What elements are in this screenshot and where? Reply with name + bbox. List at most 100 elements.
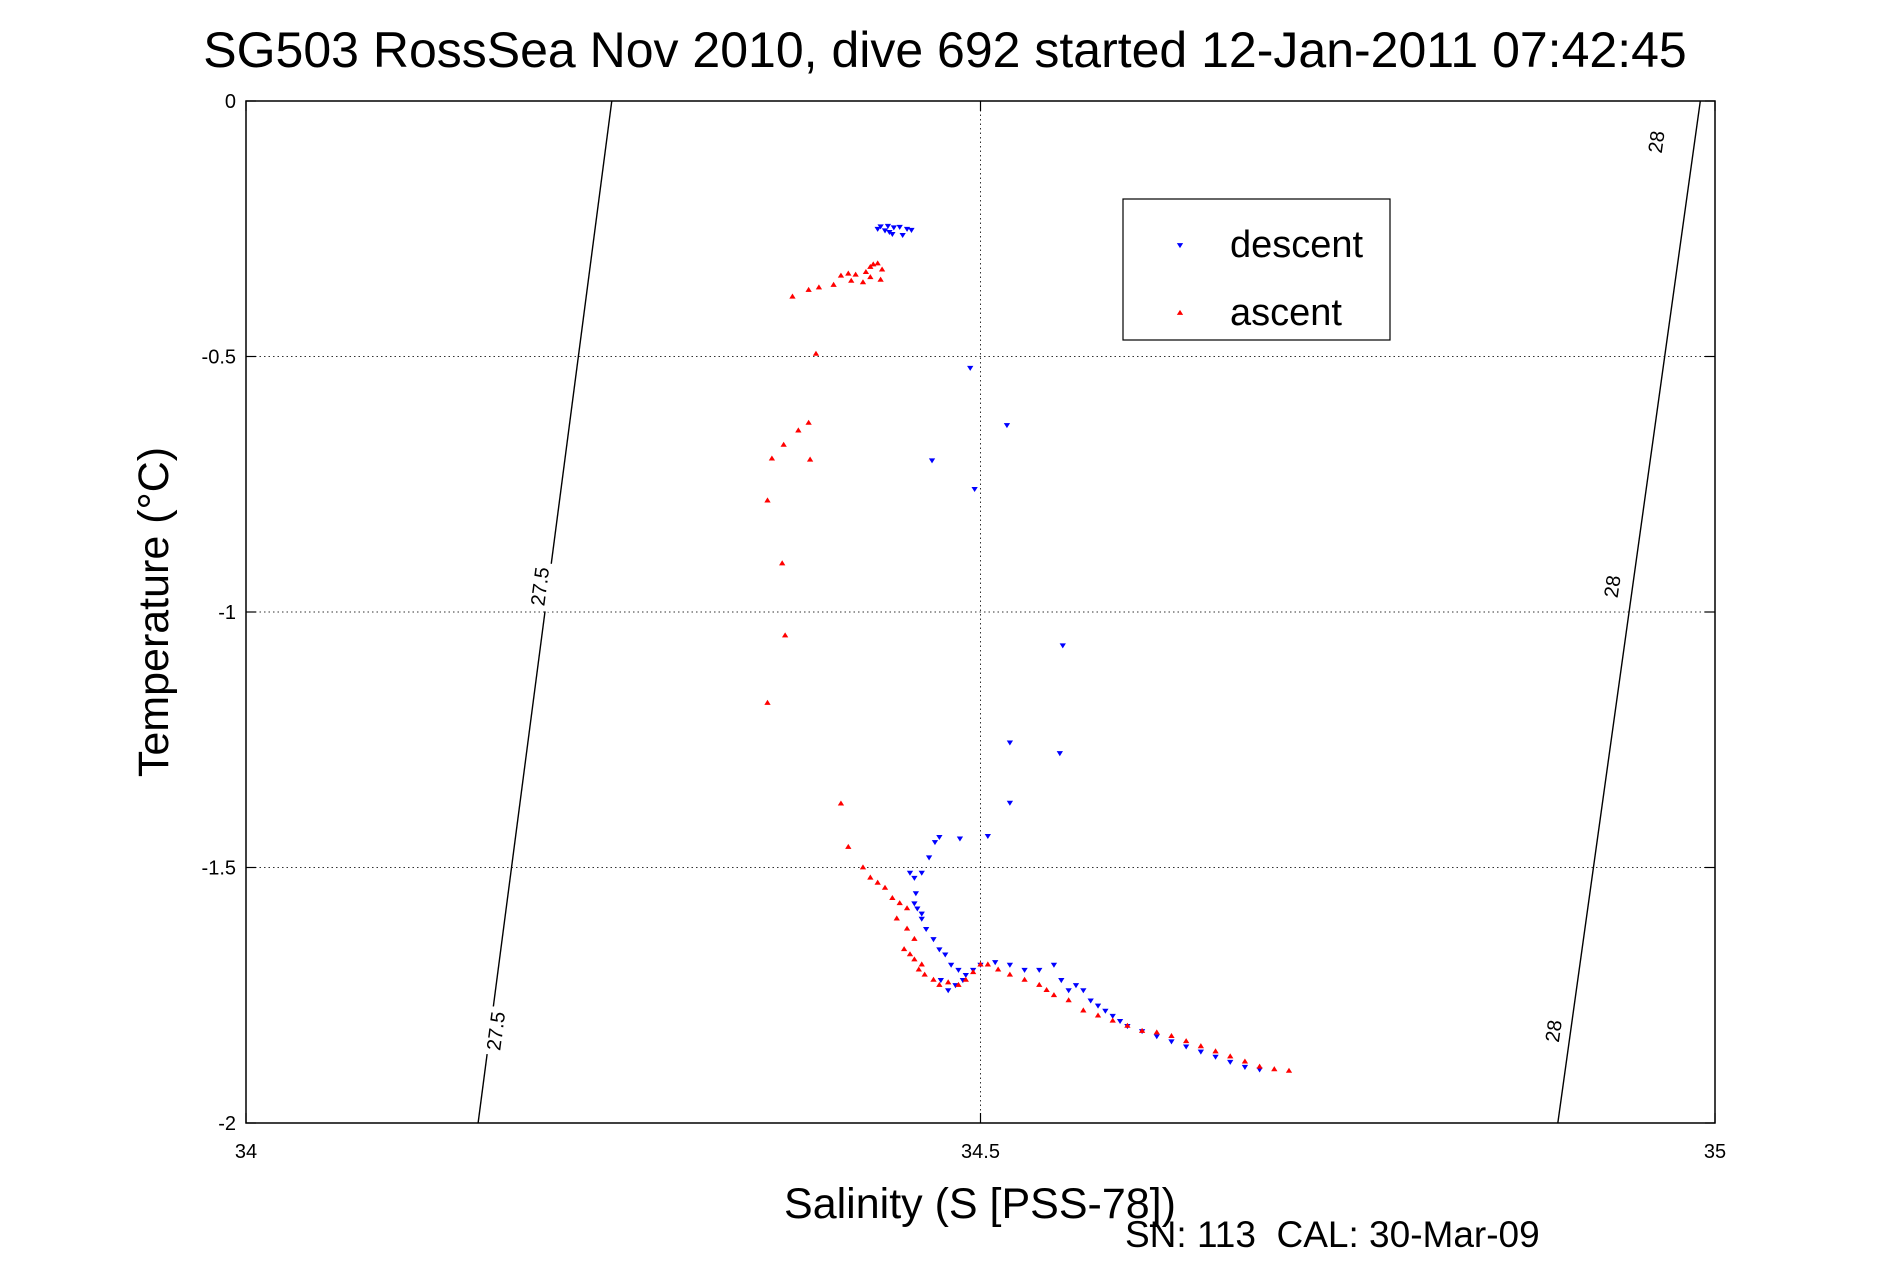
ascent-point — [878, 266, 886, 272]
descent-point — [899, 233, 906, 239]
descent-point — [1072, 983, 1080, 989]
ascent-point — [1036, 981, 1043, 987]
ascent-point — [962, 976, 969, 982]
descent-point — [918, 870, 925, 876]
legend-box — [1122, 198, 1391, 341]
ascent-point — [936, 981, 943, 987]
ascent-point — [848, 277, 855, 283]
descent-point — [1168, 1039, 1175, 1045]
ascent-point — [1183, 1038, 1190, 1044]
ascent-point — [812, 350, 820, 356]
legend-label-ascent: ascent — [1230, 292, 1342, 334]
ascent-point — [837, 800, 845, 806]
descent-point — [1183, 1044, 1190, 1050]
y-tick-label: -1.5 — [202, 858, 236, 880]
descent-point — [923, 926, 930, 932]
ascent-point — [862, 269, 870, 275]
ascent-point — [764, 497, 771, 503]
ascent-point — [867, 263, 874, 269]
descent-point — [984, 833, 991, 839]
ascent-point — [874, 260, 881, 266]
ascent-point — [1080, 1007, 1087, 1013]
descent-point — [962, 972, 969, 978]
ascent-point — [1153, 1029, 1160, 1035]
isopycnal-label-bg — [1639, 116, 1674, 168]
ascent-point — [1006, 971, 1014, 977]
descent-point — [1212, 1054, 1219, 1060]
ascent-point — [837, 272, 845, 278]
descent-point — [889, 232, 896, 238]
isopycnal-label: 27.5 — [483, 1010, 510, 1051]
ascent-point — [1241, 1058, 1249, 1064]
descent-point — [945, 988, 952, 994]
descent-point — [1003, 423, 1011, 429]
descent-point — [908, 227, 915, 233]
legend-label-descent: descent — [1230, 224, 1364, 266]
descent-point — [1056, 751, 1063, 757]
ascent-point — [806, 456, 814, 462]
descent-point — [992, 960, 999, 966]
ascent-point — [859, 279, 867, 285]
ascent-point — [1271, 1066, 1278, 1072]
ascent-point — [911, 935, 918, 941]
descent-point — [971, 486, 978, 493]
legend: descent ascent — [1122, 198, 1391, 341]
ascent-point — [893, 915, 900, 921]
descent-point — [903, 226, 911, 232]
ascent-point — [955, 981, 962, 987]
ascent-point — [1124, 1022, 1131, 1028]
isopycnal-line-28 — [1557, 100, 1702, 1124]
ascent-point — [779, 560, 786, 566]
descent-point — [884, 223, 892, 229]
ascent-point — [984, 961, 991, 967]
ascent-point — [1168, 1032, 1175, 1038]
ascent-point — [1021, 976, 1028, 982]
descent-point — [914, 906, 921, 912]
grid-lines — [246, 101, 1715, 1123]
ascent-point — [915, 966, 922, 972]
isopycnal-label-bg — [522, 560, 557, 613]
descent-point — [1094, 1003, 1102, 1009]
y-tick-label: -1 — [218, 602, 236, 624]
descent-point — [1087, 998, 1094, 1004]
ascent-point — [977, 961, 984, 967]
ascent-point — [945, 979, 952, 985]
x-axis-label: Salinity (S [PSS-78]) — [784, 1180, 1176, 1228]
descent-point — [1080, 988, 1087, 994]
ascent-point — [1094, 1012, 1102, 1018]
ascent-point — [780, 441, 787, 447]
isopycnal-label-bg — [1536, 1005, 1571, 1057]
descent-point — [1197, 1049, 1204, 1055]
descent-point — [911, 875, 918, 881]
ascent-point — [877, 276, 884, 282]
descent-point — [928, 458, 936, 464]
descent-point — [925, 855, 933, 861]
ascent-point — [881, 884, 889, 890]
ascent-point — [1043, 986, 1050, 993]
descent-point — [1021, 967, 1028, 973]
ascent-marker — [1176, 309, 1184, 315]
ascent-point — [867, 874, 874, 880]
ascent-point — [795, 427, 802, 433]
descent-point — [1006, 740, 1014, 746]
ascent-point — [852, 271, 859, 277]
isopycnal-contours: 27.5 27.5 28 28 28 — [477, 100, 1702, 1124]
ascent-point — [994, 966, 1002, 972]
isopycnal-label: 28 — [1542, 1019, 1567, 1044]
descent-point — [1102, 1008, 1109, 1014]
ascent-point — [1050, 992, 1058, 998]
descent-point — [956, 836, 964, 842]
footer-serial-calibration: SN: 113 CAL: 30-Mar-09 — [1125, 1214, 1540, 1255]
ascent-point — [1109, 1017, 1116, 1023]
ascent-point — [1285, 1067, 1293, 1073]
ascent-point — [764, 699, 771, 705]
ascent-point — [930, 976, 937, 982]
ascent-point — [845, 843, 852, 849]
descent-point — [1116, 1018, 1124, 1024]
ascent-point — [867, 274, 874, 280]
ascent-point — [781, 632, 789, 638]
descent-point — [906, 870, 914, 876]
ascent-point — [1227, 1053, 1234, 1059]
data-points — [764, 223, 1293, 1073]
